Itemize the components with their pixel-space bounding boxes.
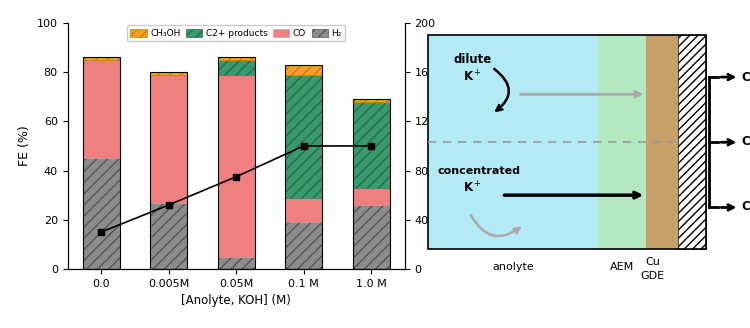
Bar	[82, 57, 120, 60]
Y-axis label: J / mA cm⁻²: J / mA cm⁻²	[441, 110, 454, 182]
Text: K$^+$: K$^+$	[464, 70, 482, 85]
Bar	[352, 99, 389, 102]
Bar	[598, 35, 646, 249]
Bar	[217, 57, 255, 60]
Bar	[427, 35, 598, 249]
Text: Cu: Cu	[645, 256, 660, 267]
Text: dilute: dilute	[454, 53, 492, 66]
Text: C$_2$H$_4$: C$_2$H$_4$	[741, 200, 750, 215]
Bar	[150, 72, 188, 74]
Bar	[82, 57, 120, 269]
Bar	[217, 60, 255, 74]
Bar	[150, 72, 188, 269]
Y-axis label: FE (%): FE (%)	[18, 126, 32, 166]
Bar	[217, 256, 255, 269]
Point	[298, 143, 310, 149]
Bar	[427, 35, 706, 249]
Text: CO$_2$: CO$_2$	[741, 135, 750, 150]
Text: GDE: GDE	[640, 271, 664, 281]
Point	[365, 143, 377, 149]
X-axis label: [Anolyte, KOH] (M): [Anolyte, KOH] (M)	[182, 294, 291, 307]
Bar	[285, 197, 322, 222]
Text: CO: CO	[741, 71, 750, 84]
Bar	[352, 102, 389, 188]
Text: AEM: AEM	[610, 261, 634, 272]
Bar	[82, 158, 120, 269]
Bar	[285, 65, 322, 269]
Point	[230, 174, 242, 179]
Text: K$^+$: K$^+$	[464, 180, 482, 195]
Bar	[678, 35, 706, 249]
Bar	[352, 99, 389, 269]
Bar	[150, 202, 188, 269]
Bar	[285, 65, 322, 74]
Point	[95, 230, 107, 235]
Bar	[352, 205, 389, 269]
Bar	[217, 57, 255, 269]
Bar	[82, 60, 120, 158]
Text: anolyte: anolyte	[492, 261, 534, 272]
Point	[163, 202, 175, 208]
Bar	[150, 75, 188, 202]
Bar	[285, 222, 322, 269]
Bar	[285, 74, 322, 197]
Bar	[217, 75, 255, 256]
Legend: CH₃OH, C2+ products, CO, H₂: CH₃OH, C2+ products, CO, H₂	[127, 25, 346, 41]
Text: concentrated: concentrated	[437, 166, 520, 175]
Bar	[646, 35, 678, 249]
Bar	[352, 188, 389, 205]
